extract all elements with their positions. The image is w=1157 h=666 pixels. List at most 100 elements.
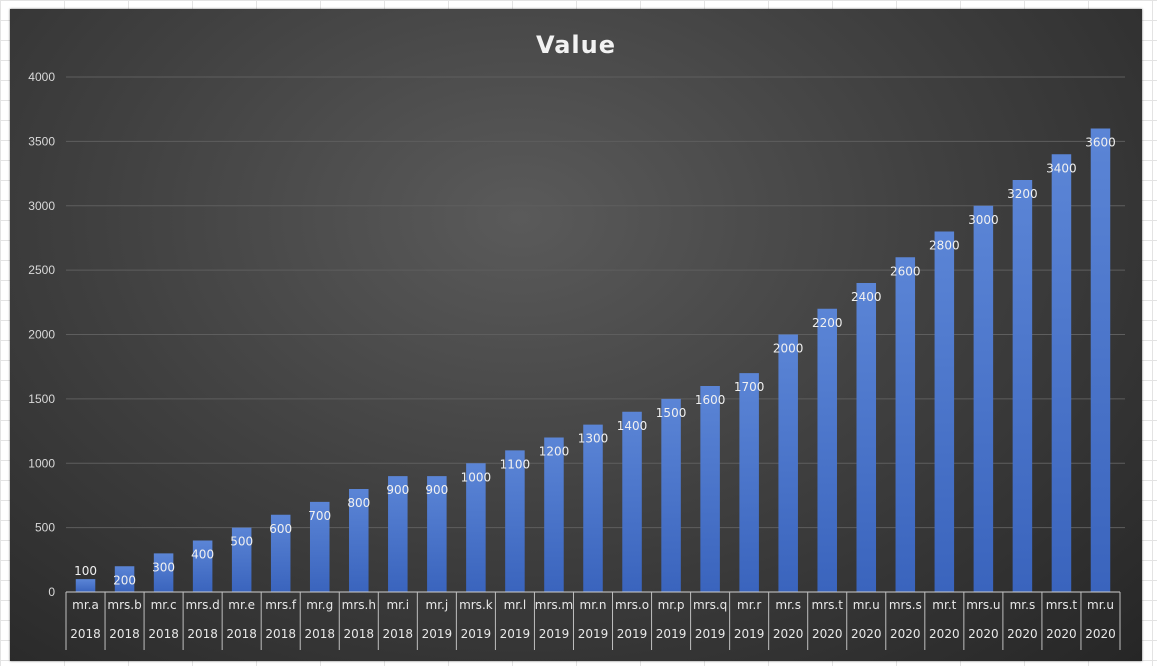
x-tick-label: mr.s: [1010, 598, 1036, 612]
bar: [973, 205, 994, 592]
plot-area: 0 500 1000 1500 2000 2500 3000 3500 4000 100 200 30…: [28, 70, 1125, 650]
x-tick-label: mr.e: [228, 598, 255, 612]
bar: [778, 334, 798, 592]
x-group-label: 2018: [70, 627, 101, 641]
x-tick-label: mr.t: [932, 598, 956, 612]
x-tick-label: mrs.s: [889, 598, 922, 612]
bar: [583, 424, 603, 592]
bar: [349, 489, 369, 592]
data-label: 300: [152, 560, 175, 574]
data-label: 2800: [929, 239, 960, 253]
bar: [309, 501, 330, 592]
x-tick-label: mrs.o: [615, 598, 649, 612]
data-label: 800: [347, 496, 370, 510]
x-group-label: 2019: [695, 627, 726, 641]
x-tick-label: mrs.m: [535, 598, 573, 612]
y-tick-label: 3500: [28, 134, 55, 148]
bar: [1012, 180, 1033, 592]
y-tick-label: 2000: [28, 328, 55, 342]
x-tick-label: mrs.b: [107, 598, 141, 612]
x-tick-label: mr.c: [151, 598, 177, 612]
bar: [231, 527, 252, 592]
y-tick-label: 1500: [28, 392, 55, 406]
bar: [700, 386, 720, 592]
y-tick-label: 4000: [28, 70, 55, 84]
bar: [739, 373, 759, 592]
data-label: 1300: [578, 432, 609, 446]
bar: [388, 476, 408, 592]
x-group-label: 2019: [500, 627, 531, 641]
x-group-label: 2018: [304, 627, 335, 641]
data-label: 3200: [1007, 187, 1038, 201]
bar: [75, 579, 96, 592]
data-label: 400: [191, 548, 214, 562]
chart-title: Value: [535, 31, 617, 59]
x-group-label: 2020: [773, 627, 804, 641]
x-tick-label: mrs.h: [342, 598, 376, 612]
x-group-label: 2019: [461, 627, 492, 641]
data-label: 1500: [656, 406, 687, 420]
data-label: 2400: [851, 290, 882, 304]
x-group-label: 2020: [968, 627, 999, 641]
bar: [856, 283, 877, 592]
bar: [1051, 154, 1072, 592]
x-tick-label: mrs.u: [966, 598, 1000, 612]
data-label: 3400: [1046, 161, 1077, 175]
x-tick-label: mrs.t: [812, 598, 844, 612]
bar: [544, 437, 564, 592]
x-tick-label: mrs.f: [265, 598, 297, 612]
data-label: 1000: [461, 470, 492, 484]
bar: [622, 411, 642, 592]
x-group-label: 2020: [851, 627, 882, 641]
x-tick-label: mr.n: [580, 598, 607, 612]
bar: [661, 398, 681, 592]
x-tick-label: mrs.q: [693, 598, 727, 612]
data-label: 2200: [812, 316, 843, 330]
x-tick-label: mr.l: [504, 598, 527, 612]
bar: [505, 450, 525, 592]
x-group-label: 2018: [187, 627, 218, 641]
x-tick-label: mr.j: [426, 598, 449, 612]
x-group-label: 2019: [422, 627, 453, 641]
data-label: 2600: [890, 264, 921, 278]
data-label: 3600: [1085, 136, 1116, 150]
x-tick-label: mr.a: [72, 598, 99, 612]
data-label: 3000: [968, 213, 999, 227]
x-tick-label: mrs.t: [1046, 598, 1078, 612]
x-group-label: 2018: [226, 627, 257, 641]
x-group-label: 2019: [734, 627, 765, 641]
bar: [817, 308, 837, 592]
x-tick-label: mr.g: [306, 598, 333, 612]
data-label: 2000: [773, 342, 804, 356]
x-tick-label: mr.p: [658, 598, 685, 612]
x-tick-label: mrs.k: [459, 598, 493, 612]
data-label: 500: [230, 535, 253, 549]
data-label: 200: [113, 573, 136, 587]
x-group-label: 2020: [1007, 627, 1038, 641]
bar: [934, 231, 955, 592]
x-group-label: 2020: [890, 627, 921, 641]
data-label: 1400: [617, 419, 648, 433]
x-group-label: 2018: [344, 627, 375, 641]
bar: [1090, 128, 1111, 592]
chart-area[interactable]: Value 0 500 1000 1500 2000 2500 3000 3500 4000 10…: [10, 9, 1142, 661]
bar: [427, 476, 447, 592]
x-tick-label: mr.u: [853, 598, 880, 612]
x-group-label: 2018: [383, 627, 414, 641]
bar: [114, 566, 135, 592]
y-tick-label: 0: [48, 585, 55, 599]
y-tick-label: 500: [35, 521, 55, 535]
y-tick-label: 3000: [28, 199, 55, 213]
bar: [192, 540, 213, 592]
data-label: 1200: [539, 445, 570, 459]
data-label: 1600: [695, 393, 726, 407]
x-group-label: 2020: [929, 627, 960, 641]
bar: [270, 514, 291, 592]
x-tick-label: mrs.d: [185, 598, 219, 612]
data-label: 600: [269, 522, 292, 536]
y-tick-label: 1000: [28, 456, 55, 470]
data-label: 100: [74, 564, 97, 578]
data-label: 700: [308, 509, 331, 523]
x-tick-label: mr.r: [737, 598, 761, 612]
data-label: 900: [386, 483, 409, 497]
